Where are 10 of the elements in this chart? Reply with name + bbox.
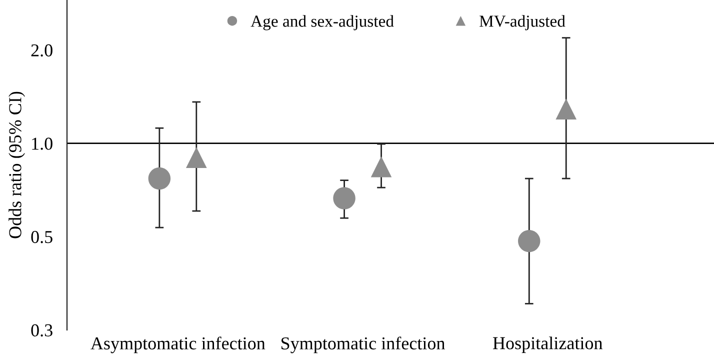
y-tick-label: 1.0 xyxy=(32,138,52,150)
x-tick-label: Asymptomatic infection xyxy=(90,336,266,354)
x-tick-label: Hospitalization xyxy=(492,336,603,353)
y-tick-label: 2.0 xyxy=(31,44,52,57)
y-axis-title: Odds ratio (95% CI) xyxy=(8,92,25,238)
y-tick-label: 0.3 xyxy=(31,324,52,337)
y-tick-label: 0.5 xyxy=(31,230,52,244)
legend-label: Age and sex-adjusted xyxy=(250,15,394,30)
x-tick-label: Symptomatic infection xyxy=(281,336,445,354)
legend-label: MV-adjusted xyxy=(480,15,566,30)
